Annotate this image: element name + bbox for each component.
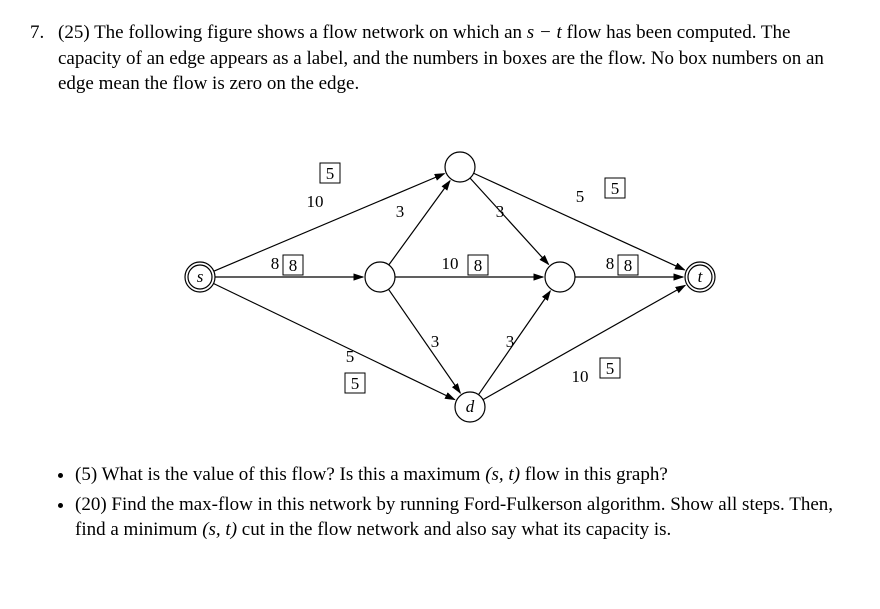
flow-value: 8 bbox=[624, 256, 633, 275]
subpart-b-st: (s, t) bbox=[202, 519, 237, 540]
subpart-a: (5) What is the value of this flow? Is t… bbox=[75, 462, 850, 488]
question-number: 7. bbox=[30, 20, 58, 46]
node-label-d: d bbox=[466, 397, 475, 416]
figure-container: 105885533108335588105sdt bbox=[30, 127, 850, 437]
capacity-label: 10 bbox=[307, 192, 324, 211]
capacity-label: 10 bbox=[572, 367, 589, 386]
subpart-b-points: (20) bbox=[75, 494, 107, 515]
edge-u-b bbox=[470, 178, 548, 264]
capacity-label: 8 bbox=[271, 254, 280, 273]
subparts-list: (5) What is the value of this flow? Is t… bbox=[30, 462, 850, 543]
flow-value: 8 bbox=[474, 256, 483, 275]
question-points: (25) bbox=[58, 22, 90, 43]
capacity-label: 8 bbox=[606, 254, 615, 273]
flow-value: 5 bbox=[611, 179, 620, 198]
edge-s-u bbox=[214, 174, 445, 272]
capacity-label: 3 bbox=[431, 332, 440, 351]
subpart-b: (20) Find the max-flow in this network b… bbox=[75, 492, 850, 543]
question-text-1: The following figure shows a flow networ… bbox=[94, 22, 527, 43]
capacity-label: 3 bbox=[496, 202, 505, 221]
subpart-b-text2: cut in the flow network and also say wha… bbox=[237, 519, 671, 540]
capacity-label: 10 bbox=[442, 254, 459, 273]
edge-a-d bbox=[389, 289, 461, 393]
subpart-a-st: (s, t) bbox=[485, 464, 520, 485]
edge-d-b bbox=[479, 291, 551, 395]
node-b bbox=[545, 262, 575, 292]
capacity-label: 3 bbox=[396, 202, 405, 221]
flow-value: 8 bbox=[289, 256, 298, 275]
capacity-label: 5 bbox=[346, 347, 355, 366]
question-header: 7. (25) The following figure shows a flo… bbox=[30, 20, 850, 97]
question-text: (25) The following figure shows a flow n… bbox=[58, 20, 850, 97]
flow-value: 5 bbox=[351, 374, 360, 393]
capacity-label: 5 bbox=[576, 187, 585, 206]
subpart-a-text1: What is the value of this flow? Is this … bbox=[102, 464, 486, 485]
node-u bbox=[445, 152, 475, 182]
st-variable: s − t bbox=[527, 22, 562, 43]
node-a bbox=[365, 262, 395, 292]
subpart-a-points: (5) bbox=[75, 464, 97, 485]
node-label-s: s bbox=[197, 267, 204, 286]
subpart-a-text2: flow in this graph? bbox=[520, 464, 668, 485]
flow-value: 5 bbox=[606, 359, 615, 378]
capacity-label: 3 bbox=[506, 332, 515, 351]
edge-s-d bbox=[214, 283, 455, 399]
flow-network-diagram: 105885533108335588105sdt bbox=[160, 127, 720, 437]
flow-value: 5 bbox=[326, 164, 335, 183]
